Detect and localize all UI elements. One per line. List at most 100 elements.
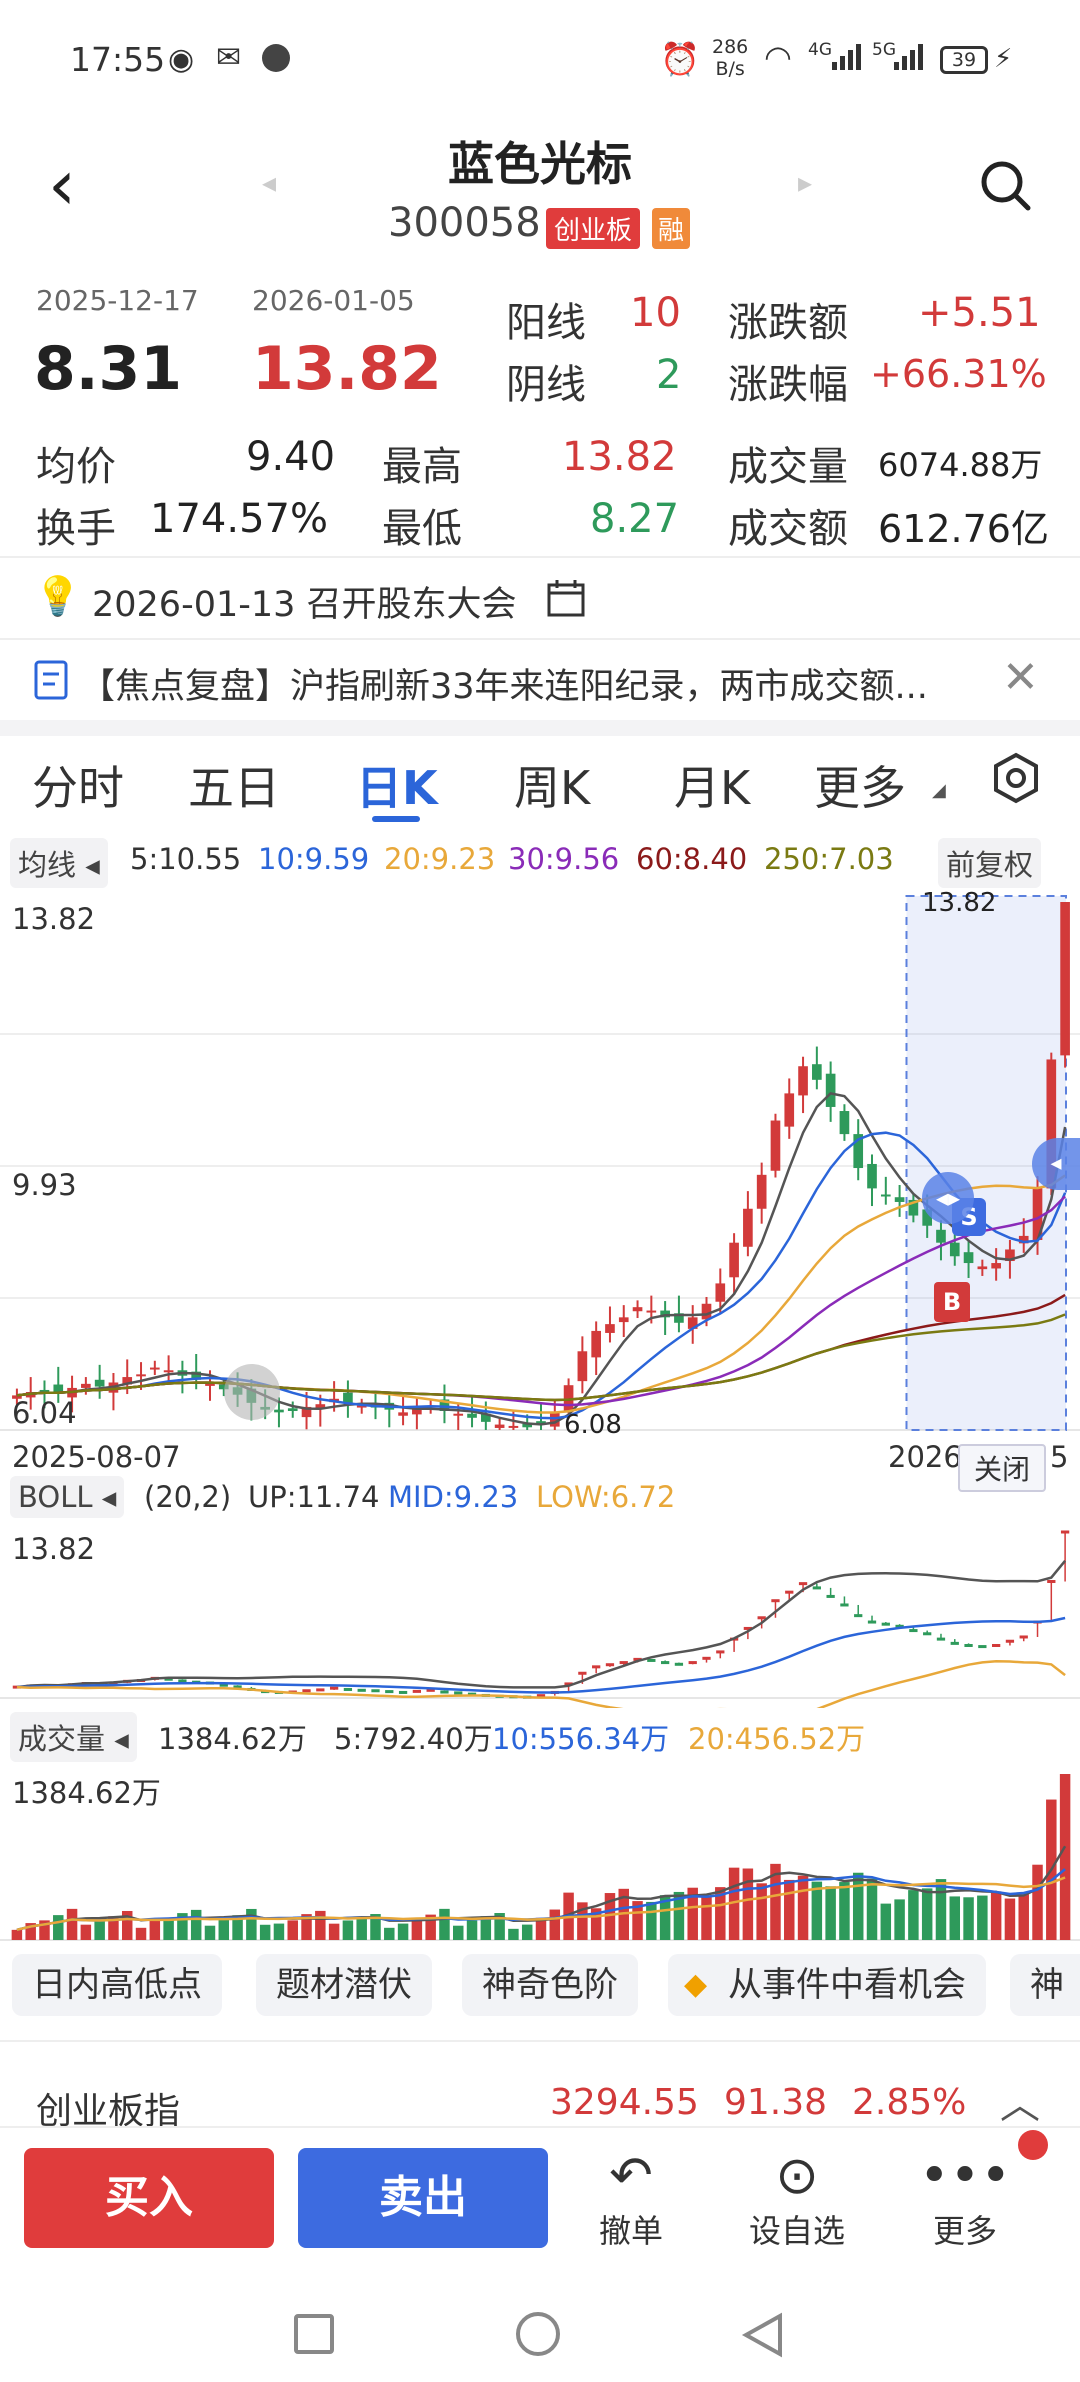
volume-bar bbox=[590, 1908, 602, 1940]
boll-low-line bbox=[16, 1659, 1066, 1708]
volume-bar bbox=[715, 1887, 726, 1940]
feature-more[interactable]: 神 bbox=[1010, 1954, 1080, 2016]
tab-day-k[interactable]: 日K bbox=[356, 761, 438, 815]
search-icon[interactable] bbox=[978, 158, 1034, 214]
volume-bar bbox=[287, 1920, 298, 1940]
bulb-icon: 💡 bbox=[34, 574, 82, 618]
tab-five-day[interactable]: 五日 bbox=[188, 761, 280, 815]
turnover-value: 174.57% bbox=[150, 496, 328, 542]
boll-up: UP:11.74 bbox=[248, 1480, 380, 1514]
volume-bar bbox=[218, 1918, 230, 1940]
ma5-line bbox=[16, 1092, 1067, 1426]
sell-button[interactable]: 卖出 bbox=[298, 2148, 548, 2248]
wifi-icon: ◠ bbox=[764, 38, 792, 76]
back-nav-button[interactable] bbox=[740, 2312, 784, 2358]
news-notice[interactable]: 【焦点复盘】沪指刷新33年来连阳纪录，两市成交额... ✕ bbox=[0, 640, 1080, 720]
volume-bar bbox=[384, 1927, 395, 1940]
tab-week-k[interactable]: 周K bbox=[514, 761, 591, 815]
volume-bar bbox=[852, 1872, 864, 1940]
calendar-icon[interactable] bbox=[546, 578, 588, 620]
candle-body bbox=[687, 1317, 698, 1329]
volume-bar bbox=[894, 1899, 905, 1940]
boll-y-top: 13.82 bbox=[12, 1532, 96, 1566]
candle-body bbox=[632, 1307, 643, 1312]
candle-body bbox=[922, 1209, 933, 1226]
news-text: 【焦点复盘】沪指刷新33年来连阳纪录，两市成交额... bbox=[80, 667, 928, 707]
volume-bar bbox=[315, 1910, 326, 1940]
ma-selector[interactable]: 均线 ◂ bbox=[10, 838, 108, 888]
volume-selector[interactable]: 成交量 ◂ bbox=[10, 1712, 137, 1762]
tab-month-k[interactable]: 月K bbox=[674, 761, 751, 815]
candle-body bbox=[798, 1066, 808, 1096]
next-stock-icon[interactable]: ▸ bbox=[798, 166, 813, 199]
candle-body bbox=[481, 1413, 491, 1422]
close-icon[interactable]: ✕ bbox=[1002, 652, 1039, 703]
end-price: 13.82 bbox=[252, 334, 442, 404]
volume-bar bbox=[411, 1918, 423, 1940]
volume-chart[interactable] bbox=[0, 1760, 1080, 1946]
volume-bar bbox=[990, 1891, 1002, 1940]
kline-chart[interactable] bbox=[0, 884, 1080, 1444]
drag-handle-icon[interactable] bbox=[224, 1364, 280, 1420]
candle-body bbox=[94, 1379, 105, 1387]
volume-bar bbox=[963, 1897, 974, 1940]
buy-button[interactable]: 买入 bbox=[24, 2148, 274, 2248]
candle-body bbox=[839, 1111, 850, 1135]
boll-selector[interactable]: BOLL ◂ bbox=[10, 1476, 125, 1518]
volume-bar bbox=[1032, 1864, 1043, 1940]
volume-bar bbox=[521, 1924, 533, 1940]
candle-body bbox=[784, 1093, 795, 1127]
board-tag: 创业板 bbox=[546, 208, 641, 249]
volume-bar bbox=[977, 1895, 988, 1940]
stock-name: 蓝色光标 bbox=[448, 137, 632, 191]
tab-fenshi[interactable]: 分时 bbox=[32, 761, 124, 815]
add-watchlist-button[interactable]: ⊙ 设自选 bbox=[732, 2146, 862, 2252]
chevron-up-icon[interactable]: ︿ bbox=[1000, 2082, 1040, 2128]
more-button[interactable]: ••• 更多 bbox=[900, 2146, 1030, 2252]
settings-icon[interactable] bbox=[990, 752, 1042, 804]
range-handle-left-icon[interactable]: ◂▸ bbox=[922, 1172, 974, 1224]
candle-body bbox=[825, 1073, 836, 1107]
candle-body bbox=[81, 1383, 91, 1388]
high-label: 最高 bbox=[382, 444, 462, 490]
candle-body bbox=[136, 1374, 146, 1377]
cancel-order-button[interactable]: ↶ 撤单 bbox=[566, 2146, 696, 2252]
home-button[interactable] bbox=[516, 2312, 560, 2356]
volume-bar bbox=[301, 1914, 312, 1940]
candle-body bbox=[287, 1408, 298, 1411]
feature-theme-ambush[interactable]: 题材潜伏 bbox=[256, 1954, 432, 2016]
candle-body bbox=[1060, 902, 1070, 1056]
tab-more[interactable]: 更多 bbox=[814, 761, 906, 815]
index-bar[interactable]: 创业板指 3294.55 91.38 2.85% ︿ bbox=[0, 2040, 1080, 2158]
volume-bar bbox=[604, 1893, 616, 1940]
volume-bar bbox=[701, 1896, 712, 1940]
charging-icon: ⚡ bbox=[994, 44, 1013, 74]
candle-body bbox=[646, 1310, 657, 1313]
max-price-marker: 13.82 bbox=[922, 888, 997, 918]
feature-intraday-high-low[interactable]: 日内高低点 bbox=[12, 1954, 222, 2016]
avg-value: 9.40 bbox=[246, 434, 336, 480]
index-change: 91.38 bbox=[724, 2082, 828, 2123]
boll-chart[interactable] bbox=[0, 1522, 1080, 1708]
adjust-selector[interactable]: 前复权 bbox=[938, 838, 1042, 888]
meeting-notice[interactable]: 💡 2026-01-13 召开股东大会 bbox=[0, 560, 1080, 636]
volume-bar bbox=[908, 1890, 919, 1940]
volume-bar bbox=[839, 1882, 850, 1940]
volume-bar bbox=[797, 1875, 809, 1940]
ma-legend: 均线 ◂ 5:10.55 10:9.59 20:9.23 30:9.56 60:… bbox=[0, 838, 1080, 888]
candle-body bbox=[53, 1384, 64, 1394]
candle-body bbox=[674, 1313, 684, 1323]
buy-signal-marker[interactable]: B bbox=[934, 1282, 970, 1322]
low-value: 8.27 bbox=[590, 496, 680, 542]
back-button[interactable]: ‹ bbox=[48, 144, 76, 226]
volume-bar bbox=[1059, 1774, 1071, 1940]
feature-event-opportunity[interactable]: ◆ 从事件中看机会 bbox=[668, 1954, 986, 2016]
stock-code: 300058 bbox=[388, 200, 541, 246]
range-handle-right-icon[interactable]: ◂ bbox=[1032, 1138, 1080, 1190]
feature-color-scale[interactable]: 神奇色阶 bbox=[462, 1954, 638, 2016]
prev-stock-icon[interactable]: ◂ bbox=[262, 166, 277, 199]
volume-ma20: 20:456.52万 bbox=[688, 1722, 866, 1756]
close-range-button[interactable]: 关闭 bbox=[958, 1444, 1047, 1492]
recent-apps-button[interactable] bbox=[294, 2314, 334, 2354]
avg-label: 均价 bbox=[36, 444, 116, 490]
